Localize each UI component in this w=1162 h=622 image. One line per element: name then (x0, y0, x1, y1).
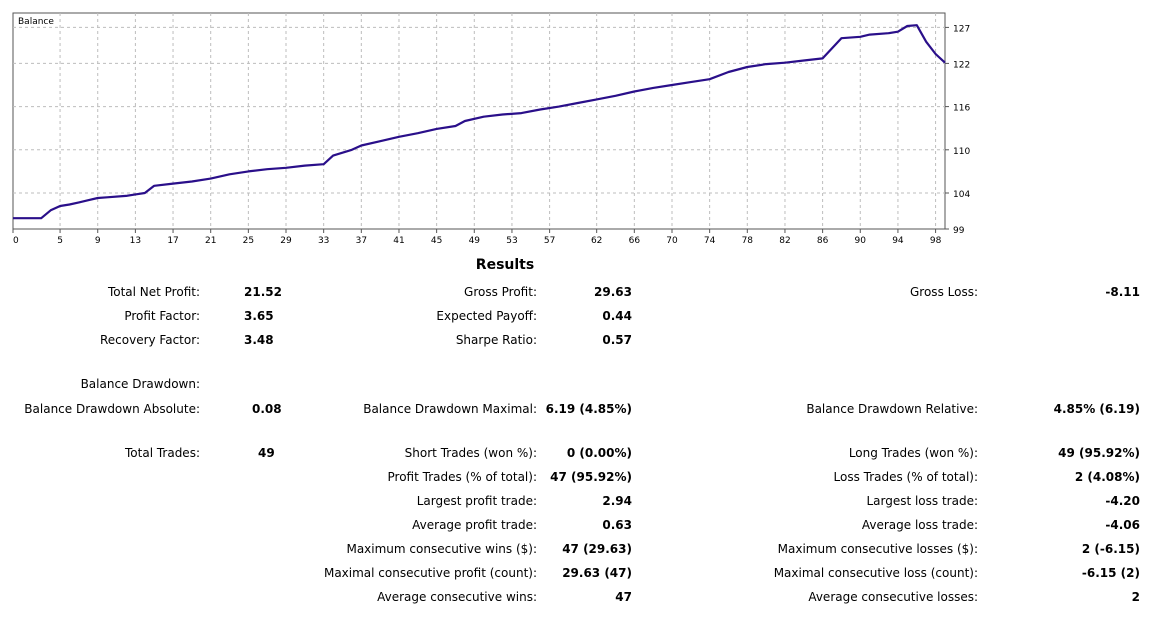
recovery-factor-label: Recovery Factor: (99, 333, 200, 347)
x-tick-label: 53 (506, 236, 517, 246)
x-tick-label: 94 (892, 236, 904, 246)
largest-profit-label: Largest profit trade: (416, 494, 537, 508)
x-tick-label: 5 (57, 236, 63, 246)
balance-chart: 0 5 9 13 17 21 25 29 33 37 41 45 49 53 57 62 66 70 74 78 82 8… (0, 0, 1162, 250)
recovery-factor-value: 3.48 (244, 333, 274, 347)
x-tick-label: 98 (930, 236, 942, 246)
average-loss-label: Average loss trade: (861, 518, 978, 532)
average-profit-value: 0.63 (602, 518, 632, 532)
long-trades-value: 49 (95.92%) (1058, 446, 1140, 460)
x-tick-label: 62 (591, 236, 602, 246)
plot-area (12, 12, 946, 230)
gross-profit-label: Gross Profit: (464, 285, 537, 299)
profit-trades-label: Profit Trades (% of total): (387, 470, 537, 484)
balance-series-line (13, 24, 946, 220)
y-tick-label: 99 (953, 226, 965, 236)
profit-factor-value: 3.65 (244, 309, 274, 323)
total-net-profit-label: Total Net Profit: (107, 285, 200, 299)
expected-payoff-label: Expected Payoff: (436, 309, 537, 323)
maximal-consec-loss-value: -6.15 (2) (1081, 566, 1140, 580)
sharpe-ratio-label: Sharpe Ratio: (455, 333, 537, 347)
max-consec-wins-label: Maximum consecutive wins ($): (346, 542, 537, 556)
x-tick-label: 74 (704, 236, 716, 246)
avg-consec-wins-label: Average consecutive wins: (377, 590, 537, 604)
total-trades-label: Total Trades: (125, 446, 200, 460)
bd-maximal-value: 6.19 (4.85%) (545, 402, 632, 416)
bd-relative-label: Balance Drawdown Relative: (806, 402, 978, 416)
maximal-consec-profit-label: Maximal consecutive profit (count): (323, 566, 537, 580)
long-trades-label: Long Trades (won %): (848, 446, 978, 460)
maximal-consec-loss-label: Maximal consecutive loss (count): (773, 566, 978, 580)
chart-title: Balance (18, 17, 54, 27)
max-consec-losses-label: Maximum consecutive losses ($): (777, 542, 978, 556)
gross-loss-value: -8.11 (1105, 285, 1140, 299)
x-tick-label: 33 (318, 236, 329, 246)
profit-trades-value: 47 (95.92%) (550, 470, 632, 484)
total-net-profit-value: 21.52 (244, 285, 282, 299)
x-tick-label: 25 (243, 236, 254, 246)
sharpe-ratio-value: 0.57 (602, 333, 632, 347)
balance-chart-svg: 0 5 9 13 17 21 25 29 33 37 41 45 49 53 57 62 66 70 74 78 82 8… (12, 12, 970, 246)
avg-consec-wins-value: 47 (615, 590, 632, 604)
x-tick-label: 78 (742, 236, 754, 246)
x-tick-label: 37 (356, 236, 367, 246)
x-tick-label: 0 (13, 236, 19, 246)
expected-payoff-value: 0.44 (602, 309, 632, 323)
bd-relative-value: 4.85% (6.19) (1053, 402, 1140, 416)
max-consec-wins-value: 47 (29.63) (562, 542, 632, 556)
results-title: Results (475, 257, 535, 273)
avg-consec-losses-value: 2 (1131, 590, 1140, 604)
gross-loss-label: Gross Loss: (910, 285, 978, 299)
largest-loss-value: -4.20 (1105, 494, 1140, 508)
y-tick-label: 110 (953, 147, 970, 157)
x-tick-label: 9 (95, 236, 101, 246)
bd-absolute-label: Balance Drawdown Absolute: (24, 402, 200, 416)
x-tick-label: 13 (130, 236, 141, 246)
x-tick-label: 49 (469, 236, 481, 246)
avg-consec-losses-label: Average consecutive losses: (808, 590, 978, 604)
x-tick-label: 66 (629, 236, 641, 246)
largest-profit-value: 2.94 (602, 494, 632, 508)
x-tick-label: 29 (280, 236, 292, 246)
x-tick-label: 41 (393, 236, 404, 246)
largest-loss-label: Largest loss trade: (866, 494, 978, 508)
x-tick-label: 70 (666, 236, 678, 246)
y-tick-label: 116 (953, 104, 970, 114)
gross-profit-value: 29.63 (594, 285, 632, 299)
total-trades-value: 49 (258, 446, 275, 460)
bd-maximal-label: Balance Drawdown Maximal: (363, 402, 537, 416)
x-tick-label: 82 (779, 236, 790, 246)
x-tick-label: 45 (431, 236, 442, 246)
profit-factor-label: Profit Factor: (124, 309, 200, 323)
x-tick-label: 90 (855, 236, 867, 246)
average-loss-value: -4.06 (1105, 518, 1140, 532)
loss-trades-value: 2 (4.08%) (1074, 470, 1140, 484)
x-tick-label: 86 (817, 236, 829, 246)
balance-drawdown-label: Balance Drawdown: (80, 377, 200, 391)
x-tick-label: 57 (544, 236, 555, 246)
maximal-consec-profit-value: 29.63 (47) (562, 566, 632, 580)
x-tick-label: 21 (205, 236, 216, 246)
y-tick-label: 127 (953, 24, 970, 34)
max-consec-losses-value: 2 (-6.15) (1081, 542, 1140, 556)
x-tick-label: 17 (167, 236, 178, 246)
y-tick-label: 104 (953, 190, 970, 200)
short-trades-value: 0 (0.00%) (566, 446, 632, 460)
bd-absolute-value: 0.08 (252, 402, 282, 416)
y-tick-label: 122 (953, 60, 970, 70)
average-profit-label: Average profit trade: (412, 518, 537, 532)
loss-trades-label: Loss Trades (% of total): (833, 470, 979, 484)
short-trades-label: Short Trades (won %): (404, 446, 537, 460)
